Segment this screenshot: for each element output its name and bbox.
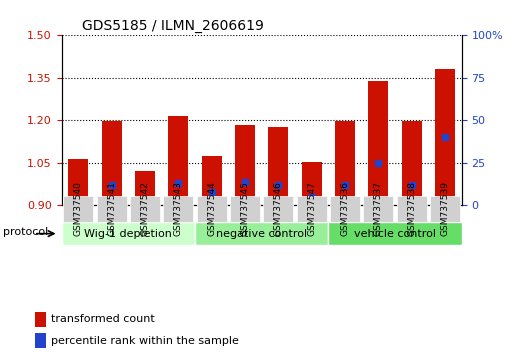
FancyBboxPatch shape [230, 196, 260, 222]
Text: percentile rank within the sample: percentile rank within the sample [51, 336, 239, 346]
FancyBboxPatch shape [163, 196, 193, 222]
Text: negative control: negative control [216, 229, 307, 239]
Text: GSM737544: GSM737544 [207, 181, 216, 236]
FancyBboxPatch shape [330, 196, 360, 222]
FancyBboxPatch shape [397, 196, 427, 222]
Bar [335, 121, 355, 205]
Bar [402, 121, 422, 205]
FancyBboxPatch shape [63, 196, 93, 222]
Bar [235, 125, 255, 205]
Text: transformed count: transformed count [51, 314, 155, 325]
Text: vehicle control: vehicle control [354, 229, 436, 239]
Bar [35, 312, 46, 327]
Bar [68, 159, 88, 205]
FancyBboxPatch shape [130, 196, 160, 222]
Text: GSM737536: GSM737536 [341, 181, 349, 236]
Bar [202, 156, 222, 205]
Bar [168, 116, 188, 205]
Bar [102, 121, 122, 205]
Text: GSM737542: GSM737542 [141, 181, 149, 236]
Bar [302, 162, 322, 205]
Text: GSM737538: GSM737538 [407, 181, 416, 236]
Text: GSM737540: GSM737540 [74, 181, 83, 236]
FancyBboxPatch shape [430, 196, 460, 222]
Text: GSM737543: GSM737543 [174, 181, 183, 236]
Text: Wig-1 depletion: Wig-1 depletion [84, 229, 172, 239]
FancyBboxPatch shape [363, 196, 393, 222]
Text: protocol: protocol [3, 227, 48, 238]
FancyBboxPatch shape [328, 223, 462, 245]
FancyBboxPatch shape [297, 196, 327, 222]
Bar [368, 81, 388, 205]
Bar [268, 127, 288, 205]
Bar [435, 69, 455, 205]
Text: GSM737541: GSM737541 [107, 181, 116, 236]
FancyBboxPatch shape [196, 196, 227, 222]
Text: GSM737539: GSM737539 [441, 181, 449, 236]
FancyBboxPatch shape [96, 196, 127, 222]
Text: GDS5185 / ILMN_2606619: GDS5185 / ILMN_2606619 [82, 19, 264, 33]
FancyBboxPatch shape [62, 223, 195, 245]
Text: GSM737546: GSM737546 [274, 181, 283, 236]
FancyBboxPatch shape [263, 196, 293, 222]
Bar [135, 171, 155, 205]
Text: GSM737547: GSM737547 [307, 181, 316, 236]
Text: GSM737545: GSM737545 [241, 181, 249, 236]
Bar [35, 333, 46, 348]
Text: GSM737537: GSM737537 [374, 181, 383, 236]
FancyBboxPatch shape [195, 223, 328, 245]
